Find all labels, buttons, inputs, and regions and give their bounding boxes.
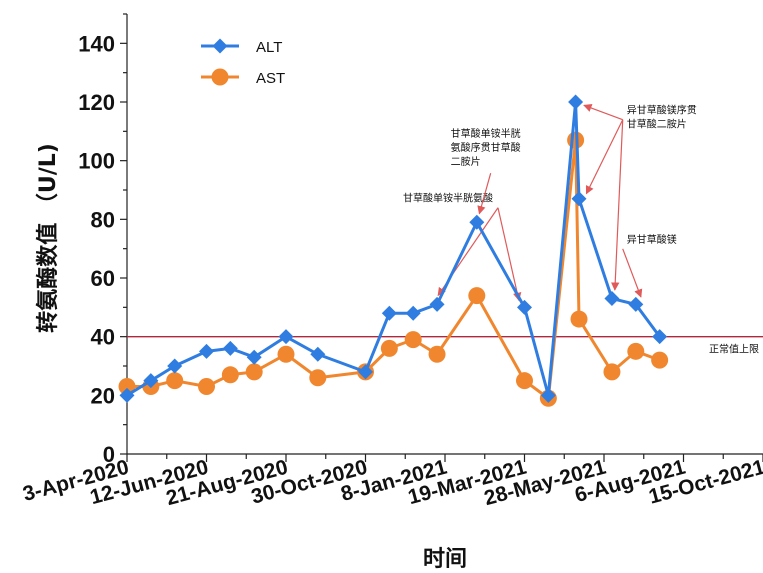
legend-ast-marker	[211, 68, 229, 86]
alt-point	[604, 291, 620, 307]
series	[118, 94, 669, 407]
alt-point	[571, 191, 587, 207]
y-tick-label: 80	[91, 207, 115, 232]
upper-normal-limit-label: 正常值上限	[709, 343, 759, 356]
x-axis-title: 时间	[423, 547, 467, 572]
annotation-arrow	[583, 103, 623, 121]
ast-point	[118, 378, 136, 396]
ast-point	[245, 363, 263, 381]
annotation-text: 二胺片	[451, 155, 481, 168]
ast-point	[651, 351, 669, 369]
alt-point	[310, 346, 326, 362]
annotation-text: 甘草酸单铵半胱	[451, 127, 521, 140]
ast-point	[428, 345, 446, 363]
alt-point	[278, 329, 294, 345]
y-tick-label: 60	[91, 266, 115, 291]
y-tick-label: 40	[91, 325, 115, 350]
axes: 0204060801001201403-Apr-202012-Jun-20202…	[20, 13, 763, 510]
ast-point	[380, 339, 398, 357]
annotation-arrow	[477, 173, 492, 215]
alt-point	[405, 305, 421, 321]
ast-point	[221, 366, 239, 384]
legend-alt-label: ALT	[256, 39, 282, 56]
alt-point	[517, 299, 532, 315]
legend-alt-marker	[212, 38, 228, 54]
annotation-text: 甘草酸二胺片	[627, 118, 687, 131]
annotation-text: 异甘草酸镁序贯	[627, 104, 697, 117]
legend: ALT AST	[201, 38, 285, 87]
y-tick-label: 0	[103, 442, 115, 467]
alt-point	[469, 214, 485, 230]
ast-point	[309, 369, 327, 387]
annotation-arrow	[611, 119, 624, 291]
ast-point	[404, 331, 422, 349]
annotation-text: 氨酸序贯甘草酸	[451, 141, 521, 154]
alt-point	[199, 343, 214, 359]
ast-point	[627, 342, 645, 360]
ast-point	[570, 310, 588, 328]
alt-point	[119, 387, 135, 403]
ast-point	[166, 372, 184, 390]
alt-point	[568, 94, 584, 110]
alt-point	[167, 358, 183, 374]
alt-point	[358, 364, 373, 380]
alt-point	[628, 296, 644, 312]
alt-point	[222, 340, 238, 356]
annotation-text: 异甘草酸镁	[627, 233, 677, 246]
alt-point	[429, 296, 445, 312]
legend-ast-label: AST	[256, 70, 285, 87]
alt-point	[652, 329, 668, 345]
annotation-arrow	[497, 207, 522, 302]
alt-point	[381, 305, 397, 321]
y-tick-label: 100	[78, 149, 115, 174]
y-tick-label: 20	[91, 383, 115, 408]
ast-point	[603, 363, 621, 381]
annotation-arrow	[585, 119, 624, 195]
annotation-text: 甘草酸单铵半胱氨酸	[403, 192, 493, 205]
y-tick-label: 120	[78, 90, 115, 115]
y-tick-label: 140	[78, 31, 115, 56]
ast-point	[468, 287, 486, 305]
ast-point	[198, 378, 215, 396]
y-axis-title: 转氨酶数值 （U/L)	[35, 143, 61, 333]
alt-point	[540, 387, 556, 403]
alt-point	[143, 373, 159, 389]
alt-point	[246, 349, 262, 365]
ast-point	[516, 372, 533, 390]
annotation-arrow	[622, 248, 643, 298]
ast-point	[277, 345, 295, 363]
